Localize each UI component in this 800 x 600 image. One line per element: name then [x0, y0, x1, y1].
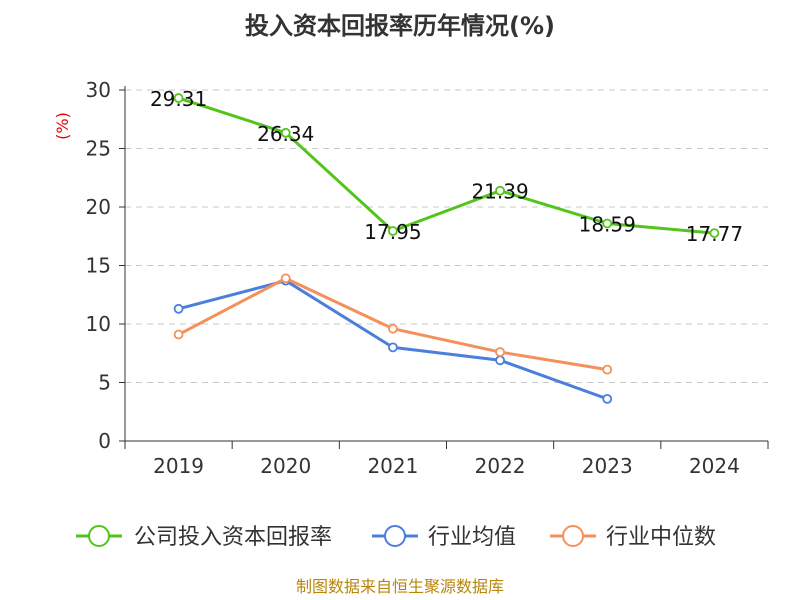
series-line — [178, 279, 608, 401]
legend: 公司投入资本回报率 行业均值 行业中位数 — [76, 525, 716, 550]
legend-label: 行业中位数 — [606, 525, 716, 550]
data-point — [495, 185, 505, 196]
y-tick-label: 20 — [86, 195, 111, 219]
x-tick-label: 2020 — [260, 454, 311, 478]
data-label: 18.59 — [579, 212, 636, 236]
legend-marker — [562, 525, 584, 547]
y-tick-label: 0 — [98, 429, 111, 453]
x-tick-label: 2023 — [582, 454, 633, 478]
data-point — [388, 323, 398, 334]
legend-marker — [88, 525, 110, 547]
x-tick-label: 2024 — [689, 454, 740, 478]
data-point — [280, 127, 291, 138]
data-point — [388, 342, 398, 353]
data-point — [173, 93, 184, 103]
data-label: 17.95 — [364, 220, 421, 244]
series-line — [178, 96, 715, 235]
data-label: 29.31 — [150, 87, 207, 111]
data-point — [388, 226, 398, 236]
y-unit-label: (%) — [53, 112, 72, 140]
x-tick-label: 2019 — [153, 454, 204, 478]
data-point — [602, 393, 613, 404]
data-point — [173, 329, 184, 340]
chart-title: 投入资本回报率历年情况(%) — [245, 12, 555, 40]
source-note: 制图数据来自恒生聚源数据库 — [296, 577, 504, 596]
legend-label: 公司投入资本回报率 — [134, 525, 332, 550]
data-point — [495, 355, 505, 366]
grid-lines — [125, 89, 768, 383]
series-layer — [173, 93, 720, 404]
y-tick-label: 25 — [86, 137, 111, 161]
y-tick-label: 5 — [98, 371, 111, 395]
data-label: 21.39 — [471, 180, 528, 204]
x-tick-label: 2021 — [367, 454, 418, 478]
axes: 0 5 10 15 20 25 30 2019 2020 2021 2022 2023 2024 — [86, 78, 769, 478]
data-point — [173, 303, 184, 314]
legend-marker — [384, 525, 406, 547]
data-point — [602, 218, 613, 229]
data-labels: 29.31 26.34 17.95 21.39 18.59 17.77 — [150, 87, 743, 246]
data-label: 26.34 — [257, 122, 314, 146]
data-point — [709, 228, 720, 238]
legend-label: 行业均值 — [428, 525, 516, 550]
data-point — [495, 347, 505, 357]
x-tick-label: 2022 — [475, 454, 526, 478]
data-point — [280, 273, 291, 284]
y-tick-label: 10 — [86, 312, 111, 336]
data-label: 17.77 — [686, 222, 743, 246]
data-point — [602, 364, 613, 375]
y-tick-label: 15 — [86, 254, 111, 278]
y-tick-label: 30 — [86, 78, 111, 102]
